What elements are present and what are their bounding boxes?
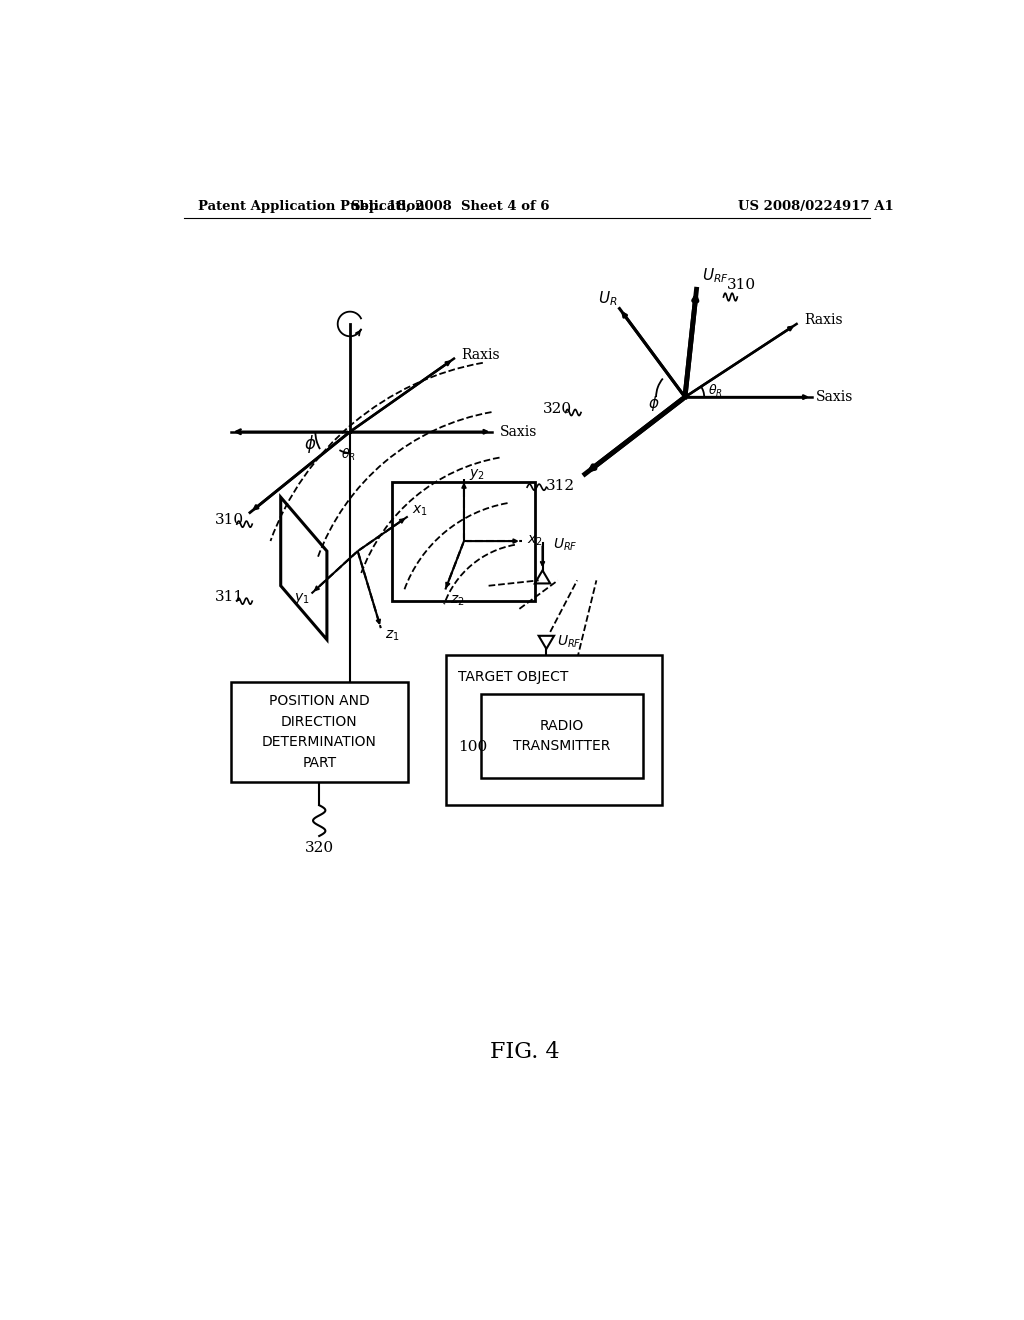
Bar [446, 655, 662, 805]
Text: 311: 311 [215, 590, 245, 605]
Text: $x_1$: $x_1$ [412, 504, 427, 519]
Bar [481, 693, 643, 779]
Text: Saxis: Saxis [816, 391, 853, 404]
Text: 320: 320 [543, 401, 571, 416]
Bar [230, 682, 408, 781]
Text: 310: 310 [727, 279, 757, 293]
Text: US 2008/0224917 A1: US 2008/0224917 A1 [738, 201, 894, 214]
Text: $\theta_R$: $\theta_R$ [708, 383, 723, 399]
Text: Raxis: Raxis [804, 313, 843, 327]
Text: $z_2$: $z_2$ [451, 594, 465, 609]
Text: 320: 320 [305, 841, 334, 854]
Text: $U_{RF}$: $U_{RF}$ [553, 537, 578, 553]
Text: $\theta_{R}$: $\theta_{R}$ [341, 446, 355, 463]
Text: POSITION AND
DIRECTION
DETERMINATION
PART: POSITION AND DIRECTION DETERMINATION PAR… [262, 694, 377, 770]
Text: $\phi$: $\phi$ [304, 433, 316, 455]
Text: Saxis: Saxis [500, 425, 538, 438]
Text: FIG. 4: FIG. 4 [490, 1040, 559, 1063]
Text: 100: 100 [458, 741, 487, 755]
Text: $y_1$: $y_1$ [294, 591, 310, 606]
Text: 312: 312 [547, 479, 575, 492]
Text: $z_1$: $z_1$ [385, 628, 399, 643]
Text: 310: 310 [215, 513, 245, 527]
Text: $x_2$: $x_2$ [527, 533, 543, 548]
Text: RADIO
TRANSMITTER: RADIO TRANSMITTER [513, 718, 610, 754]
Text: $y_2$: $y_2$ [469, 467, 484, 482]
Text: Raxis: Raxis [462, 347, 501, 362]
Text: $U_{RF}$: $U_{RF}$ [701, 267, 729, 285]
Text: Patent Application Publication: Patent Application Publication [199, 201, 425, 214]
Text: $\phi$: $\phi$ [648, 393, 659, 413]
Text: $U_R$: $U_R$ [598, 289, 617, 308]
Text: $U_{RF}$: $U_{RF}$ [557, 634, 582, 651]
Text: TARGET OBJECT: TARGET OBJECT [458, 669, 568, 684]
Text: Sep. 18, 2008  Sheet 4 of 6: Sep. 18, 2008 Sheet 4 of 6 [351, 201, 549, 214]
